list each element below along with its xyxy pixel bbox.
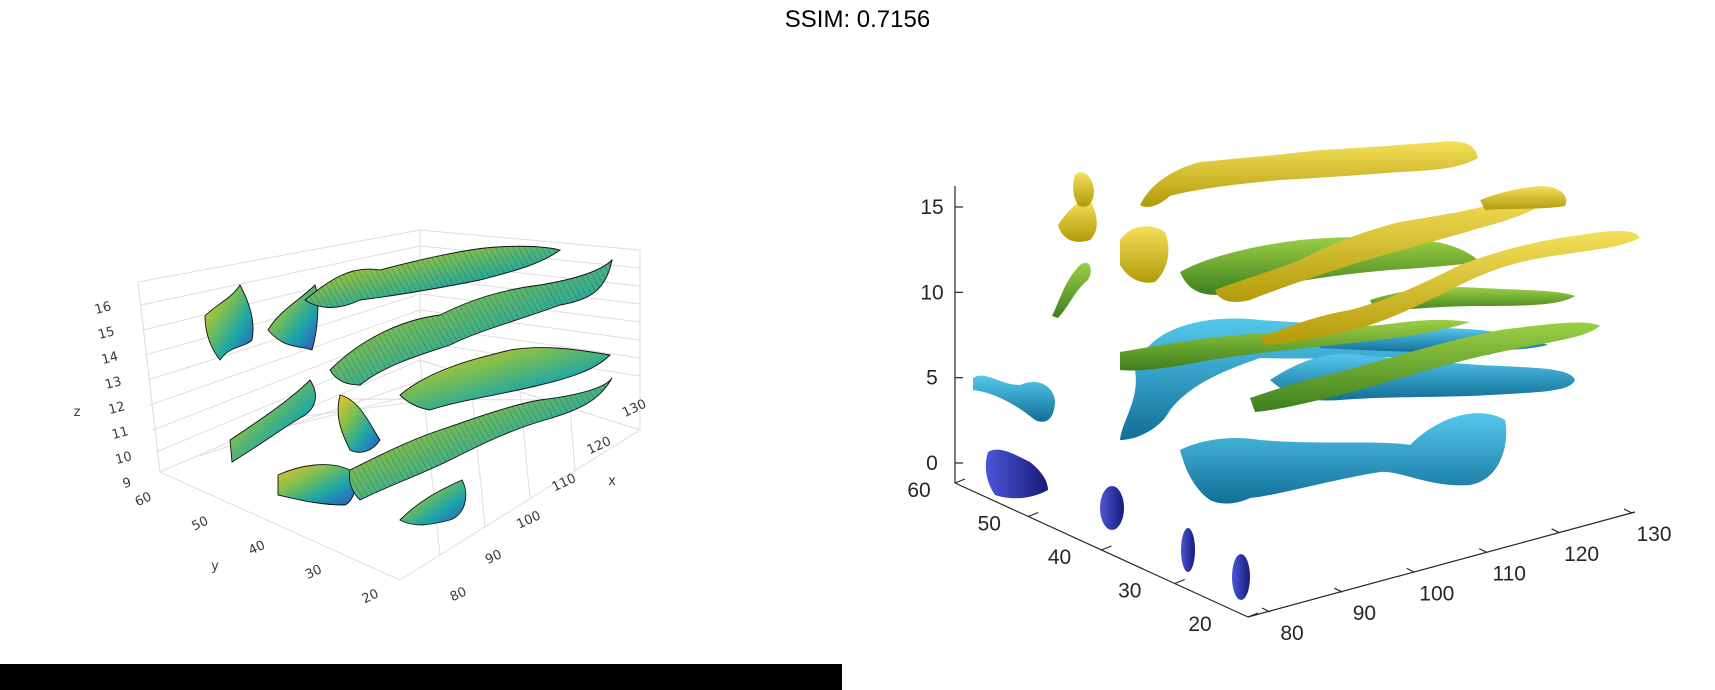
tick-mark [1174,578,1185,585]
z-tick-label: 15 [920,196,943,219]
x-axis-label: x [608,474,616,489]
z-tick-label: 0 [926,452,938,475]
figure-title: SSIM: 0.7156 [784,6,931,33]
y-tick-label: 30 [1118,580,1141,603]
x-tick-label: 80 [448,585,469,606]
tick-mark [954,478,966,484]
z-tick-label: 11 [110,424,130,443]
z-tick-label: 12 [107,399,127,418]
y-tick-label: 50 [978,513,1001,536]
y-tick-label: 40 [1048,546,1071,569]
yellow-isosurfaces [1058,141,1640,345]
z-tick-label: 13 [103,374,123,393]
x-tick-label: 80 [1280,622,1303,645]
x-tick-label: 90 [1353,602,1376,625]
tick-mark [1261,607,1271,613]
z-tick-label: 9 [121,475,133,492]
z-tick-label: 10 [920,281,943,304]
y-tick-label: 20 [360,587,381,608]
x-tick-label: 110 [1492,563,1525,586]
tick-mark [1551,528,1560,534]
bottom-black-bar [0,664,842,690]
navy-isosurfaces [985,449,1250,600]
left-3d-surface-plot: 9 10 11 12 13 14 15 16 z 20 30 40 50 60 y 80 90 100110120… [74,229,649,608]
surface-blob [337,394,381,453]
right-3d-surface-plot: 0 5 10 15 20 30 40 50 60 80 90 100 110 120 130 [907,141,1672,645]
x-tick-label: 130 [620,397,649,421]
z-tick-label: 10 [114,449,134,468]
left-surface-contours [305,246,612,500]
y-tick-label: 60 [907,479,930,502]
x-tick-label: 100 [515,508,544,532]
y-tick-label: 40 [246,538,267,559]
z-axis-label: z [74,405,81,420]
surface-blob [277,464,356,506]
z-tick-label: 15 [97,324,117,343]
tick-mark [1028,511,1039,518]
x-tick-label: 120 [585,434,614,458]
surface-blob [399,347,611,411]
z-tick-label: 16 [93,299,113,318]
surface-blob [267,284,319,351]
surface-blob [204,284,254,361]
y-tick-label: 50 [190,514,211,535]
y-axis-label: y [211,559,219,574]
tick-mark [1406,567,1416,573]
y-tick-label: 20 [1188,613,1211,636]
surface-blob [399,479,467,526]
z-tick-label: 5 [926,367,938,390]
y-tick-label: 60 [133,490,154,511]
surface-blob [229,379,316,463]
y-tick-label: 30 [303,562,324,583]
tick-mark [1334,587,1343,593]
x-tick-label: 90 [483,547,504,568]
tick-mark [1247,612,1259,618]
tick-mark [1623,508,1633,514]
x-tick-label: 100 [1419,582,1454,605]
x-tick-label: 120 [1564,543,1599,566]
x-tick-label: 110 [550,471,579,495]
tick-mark [1101,545,1112,551]
x-tick-label: 130 [1636,523,1671,546]
right-axis-ticks: 0 5 10 15 20 30 40 50 60 80 90 100 110 120 130 [907,196,1671,645]
tick-mark [1478,548,1488,554]
z-tick-label: 14 [100,349,120,368]
